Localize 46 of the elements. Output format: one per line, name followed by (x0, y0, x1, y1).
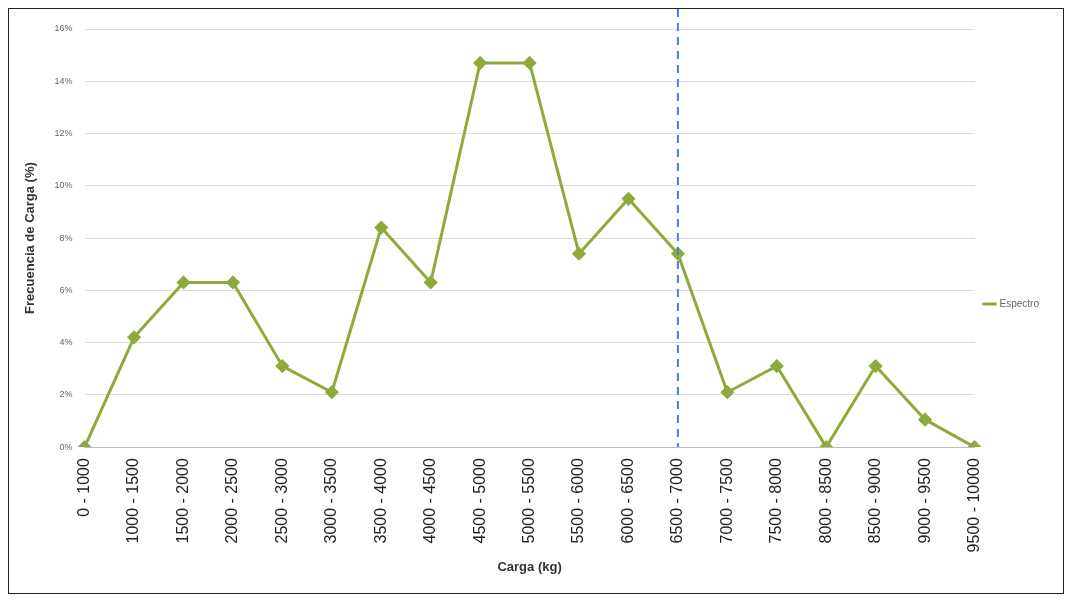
x-tick-label: 5500 - 6000 (569, 457, 587, 544)
point (127, 330, 141, 344)
y-tick-label: 8% (59, 232, 73, 243)
x-axis-title: Carga (kg) (497, 558, 562, 574)
y-tick-label: 4% (59, 337, 73, 348)
point (374, 221, 388, 235)
x-tick-label: 7000 - 7500 (717, 457, 735, 544)
y-tick-label: 16% (54, 23, 73, 34)
point (176, 275, 190, 289)
x-tick-label: 0 - 1000 (75, 458, 93, 517)
point (720, 385, 734, 399)
point (424, 275, 438, 289)
y-tick-label: 10% (54, 180, 73, 191)
x-tick-label: 3500 - 4000 (371, 457, 389, 544)
point (226, 275, 240, 289)
point (770, 359, 784, 373)
y-tick-label: 6% (59, 284, 73, 295)
point (621, 192, 635, 206)
x-tick-label: 4500 - 5000 (470, 457, 488, 544)
y-axis-title: Frecuencia de Carga (%) (22, 162, 38, 314)
x-tick-label: 8000 - 8500 (816, 457, 834, 544)
point (572, 247, 586, 261)
y-tick-label: 12% (54, 128, 73, 139)
point (275, 359, 289, 373)
x-tick-label: 2500 - 3000 (272, 457, 290, 544)
y-tick-label: 0% (59, 441, 73, 452)
x-tick-label: 2000 - 2500 (223, 457, 241, 544)
legend-label: Espectro (999, 297, 1040, 309)
x-tick-label: 9500 - 10000 (964, 458, 982, 553)
x-tick-label: 1000 - 1500 (124, 457, 142, 544)
x-tick-label: 8500 - 9000 (866, 457, 884, 544)
x-tick-label: 9000 - 9500 (915, 457, 933, 544)
x-tick-label: 4000 - 4500 (421, 457, 439, 544)
point (523, 56, 537, 70)
x-tick-label: 3000 - 3500 (322, 457, 340, 544)
y-tick-label: 14% (54, 75, 73, 86)
point (918, 413, 932, 427)
x-tick-label: 7500 - 8000 (767, 457, 785, 544)
y-tick-label: 2% (59, 389, 73, 400)
point (325, 385, 339, 399)
x-tick-label: 5000 - 5500 (519, 457, 537, 544)
x-tick-label: 1500 - 2000 (173, 457, 191, 544)
x-tick-label: 6500 - 7000 (668, 457, 686, 544)
point (473, 56, 487, 70)
point (869, 359, 883, 373)
x-tick-label: 6000 - 6500 (618, 457, 636, 544)
